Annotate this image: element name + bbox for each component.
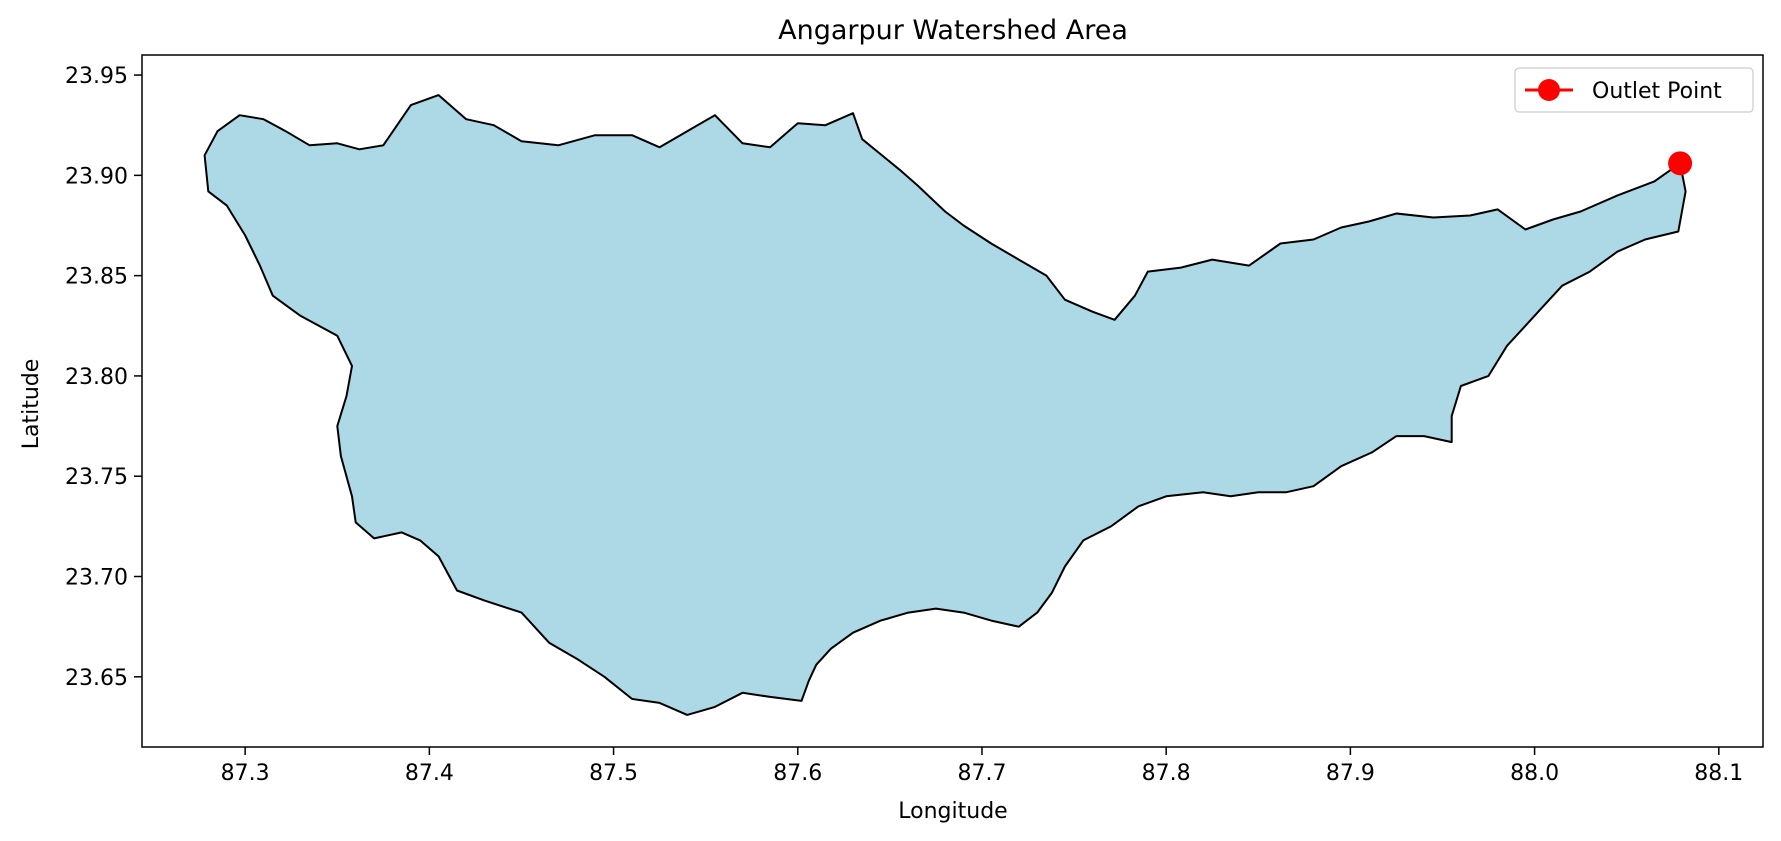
- y-axis: 23.65 23.70 23.75 23.80 23.85 23.90 23.95: [65, 64, 142, 691]
- x-tick-label: 88.1: [1694, 761, 1743, 786]
- x-tick-label: 88.0: [1510, 761, 1559, 786]
- outlet-point: [1668, 151, 1693, 176]
- chart-title: Angarpur Watershed Area: [778, 15, 1128, 46]
- y-axis-label: Latitude: [19, 359, 44, 450]
- x-tick-label: 87.6: [773, 761, 822, 786]
- x-tick-label: 87.5: [589, 761, 638, 786]
- legend-box: [1514, 67, 1754, 113]
- legend: Outlet Point: [1514, 67, 1754, 113]
- x-tick-label: 87.7: [957, 761, 1006, 786]
- axes-frame: [141, 54, 1764, 748]
- x-tick-label: 87.9: [1326, 761, 1375, 786]
- y-tick-label: 23.95: [65, 64, 128, 89]
- y-tick-label: 23.70: [65, 566, 128, 591]
- y-tick-label: 23.80: [65, 365, 128, 390]
- watershed-boundary: [203, 94, 1687, 716]
- legend-marker-sample: [1538, 79, 1560, 101]
- y-tick-label: 23.90: [65, 164, 128, 189]
- x-tick-label: 87.4: [405, 761, 454, 786]
- x-tick-label: 87.8: [1142, 761, 1191, 786]
- plot-area: [203, 94, 1693, 716]
- legend-label-outlet: Outlet Point: [1592, 79, 1722, 104]
- y-tick-label: 23.85: [65, 265, 128, 290]
- y-tick-label: 23.75: [65, 465, 128, 490]
- x-tick-label: 87.3: [221, 761, 270, 786]
- x-axis-label: Longitude: [898, 799, 1007, 824]
- x-axis: 87.3 87.4 87.5 87.6 87.7 87.8 87.9 88.0 88.1: [221, 747, 1743, 786]
- y-tick-label: 23.65: [65, 666, 128, 691]
